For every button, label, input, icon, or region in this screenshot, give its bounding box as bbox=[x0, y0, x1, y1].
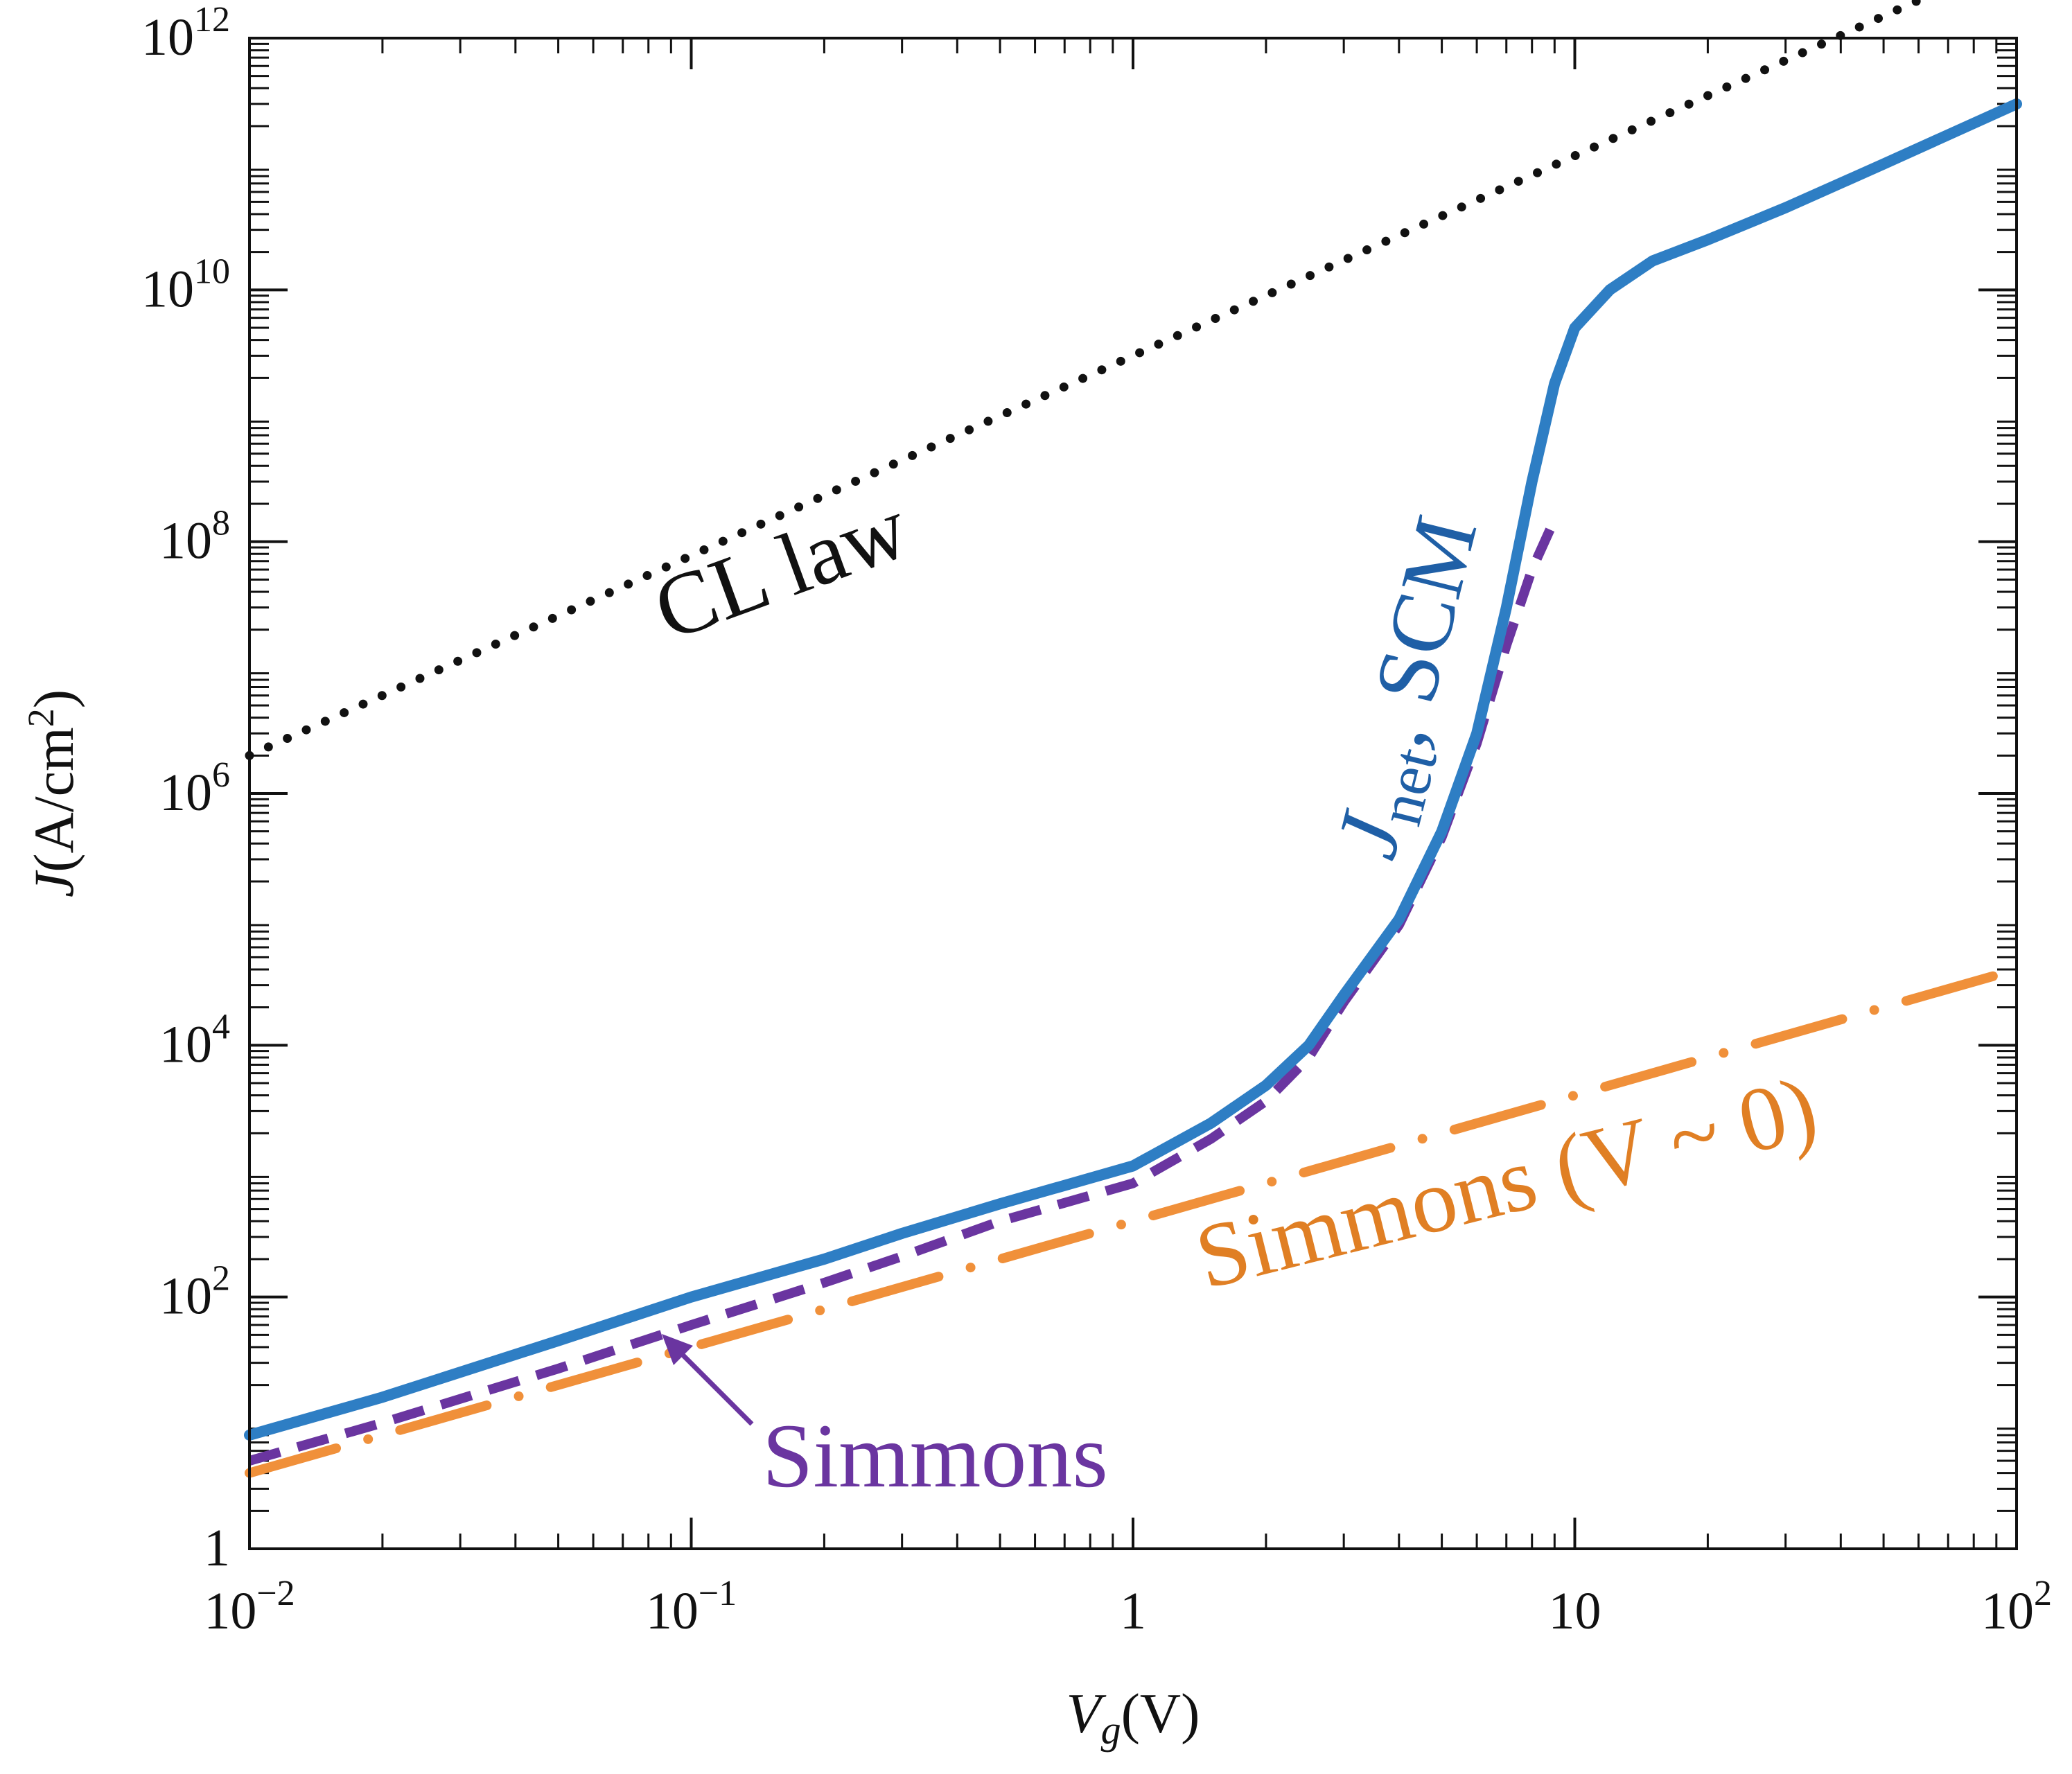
y-tick-label: 102 bbox=[159, 1259, 230, 1326]
y-axis-unit-post: ) bbox=[22, 690, 85, 708]
annotation-cl-law: CL law bbox=[642, 477, 920, 659]
x-axis-unit: (V) bbox=[1121, 1682, 1200, 1745]
plot-frame bbox=[248, 37, 2018, 1550]
y-tick-label: 1010 bbox=[141, 252, 230, 318]
annotation-jnet-scm: Jnet, SCM bbox=[1316, 507, 1507, 870]
y-tick-label: 108 bbox=[159, 504, 230, 570]
x-axis-symbol: V bbox=[1066, 1682, 1107, 1745]
y-tick-label: 1012 bbox=[141, 0, 230, 67]
y-tick-exponent: 10 bbox=[194, 252, 230, 291]
y-axis-label: J(A/cm2) bbox=[20, 690, 85, 897]
y-tick-label: 106 bbox=[159, 755, 230, 822]
y-axis-symbol: J bbox=[22, 870, 85, 897]
x-tick-base: 1 bbox=[1120, 1582, 1146, 1640]
y-tick-exponent: 2 bbox=[212, 1259, 230, 1299]
annotation-simmons: Simmons bbox=[762, 1405, 1108, 1507]
y-tick-base: 10 bbox=[141, 260, 194, 318]
y-axis-unit-pre: (A/cm bbox=[22, 727, 85, 872]
series-line-simmons bbox=[248, 517, 1559, 1466]
x-axis-label: Vg(V) bbox=[1066, 1682, 1200, 1753]
x-tick-exponent: 2 bbox=[2034, 1574, 2052, 1613]
x-tick-label: 10−2 bbox=[204, 1574, 295, 1640]
y-tick-base: 10 bbox=[159, 764, 212, 822]
y-axis-unit-sup: 2 bbox=[20, 708, 62, 727]
x-axis-subscript: g bbox=[1101, 1707, 1121, 1753]
x-tick-base: 10 bbox=[1549, 1582, 1601, 1640]
simmons-arrowhead-icon bbox=[662, 1334, 693, 1365]
y-tick-base: 1 bbox=[204, 1519, 230, 1577]
y-tick-exponent: 4 bbox=[212, 1007, 230, 1046]
x-tick-base: 10 bbox=[646, 1582, 699, 1640]
series-line-j-net-scm bbox=[244, 98, 2022, 1441]
y-tick-exponent: 12 bbox=[194, 0, 230, 39]
x-tick-label: 10 bbox=[1549, 1582, 1601, 1640]
x-tick-label: 102 bbox=[1981, 1574, 2052, 1640]
major-ticks bbox=[248, 37, 2018, 1550]
x-tick-label: 1 bbox=[1120, 1582, 1146, 1640]
series-line-simmons-v-0 bbox=[245, 965, 2021, 1478]
minor-ticks bbox=[249, 38, 2017, 1549]
x-tick-base: 10 bbox=[1981, 1582, 2034, 1640]
y-tick-base: 10 bbox=[159, 512, 212, 570]
jnet-rest: , SCM bbox=[1344, 507, 1496, 755]
y-tick-exponent: 8 bbox=[212, 504, 230, 543]
x-tick-exponent: −1 bbox=[699, 1574, 737, 1613]
x-tick-label: 10−1 bbox=[646, 1574, 737, 1640]
y-tick-base: 10 bbox=[159, 1267, 212, 1326]
series-line-cl-law bbox=[245, 0, 1931, 760]
x-tick-base: 10 bbox=[204, 1582, 256, 1640]
y-tick-base: 10 bbox=[159, 1015, 212, 1073]
y-tick-base: 10 bbox=[141, 8, 194, 67]
y-tick-exponent: 6 bbox=[212, 755, 230, 795]
y-tick-label: 1 bbox=[204, 1519, 230, 1577]
annotation-simmons-v0: Simmons (V ~ 0) bbox=[1186, 1056, 1826, 1308]
series-layer bbox=[244, 0, 2022, 1478]
x-tick-exponent: −2 bbox=[256, 1574, 295, 1613]
y-tick-label: 104 bbox=[159, 1007, 230, 1073]
